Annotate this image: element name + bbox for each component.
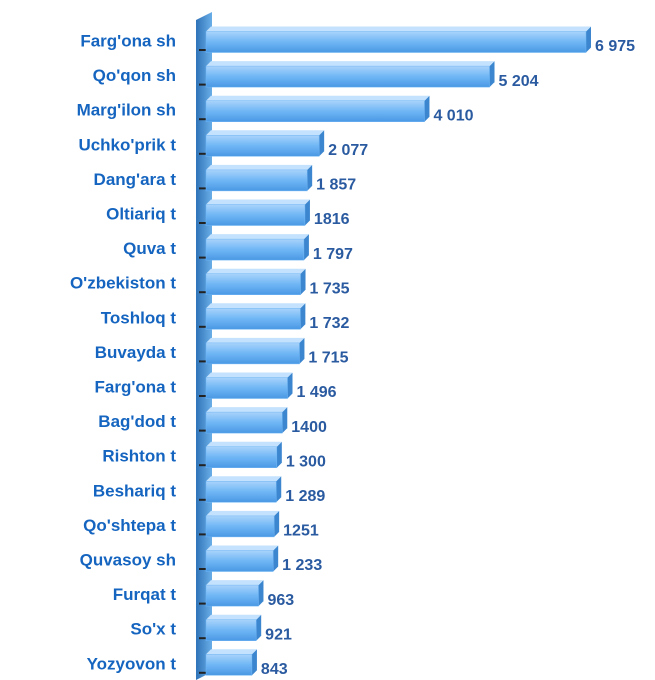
category-label: Buvayda t: [95, 343, 177, 362]
category-label: Oltiariq t: [106, 204, 176, 223]
bar-top: [206, 200, 310, 205]
bar-top: [206, 61, 495, 66]
bar-top: [206, 165, 312, 170]
bar: [206, 205, 305, 226]
chart: Farg'ona sh 6 975 Qo'qon sh 5 204 Marg'ilon …: [0, 0, 655, 680]
category-label: So'x t: [130, 620, 176, 639]
category-label: Dang'ara t: [94, 170, 177, 189]
bar-top: [206, 615, 261, 620]
bar: [206, 308, 300, 329]
category-label: Toshloq t: [101, 308, 177, 327]
value-label: 1 289: [285, 488, 325, 505]
category-label: Farg'ona t: [95, 377, 177, 396]
category-label: Qo'shtepa t: [83, 516, 176, 535]
category-label: Marg'ilon sh: [77, 101, 176, 120]
bar: [206, 32, 586, 53]
value-label: 1 797: [313, 246, 353, 263]
bar: [206, 551, 273, 572]
bar: [206, 585, 258, 606]
value-label: 921: [265, 626, 292, 643]
bar: [206, 481, 276, 502]
bar-top: [206, 546, 278, 551]
category-label: Qo'qon sh: [93, 66, 176, 85]
value-label: 6 975: [595, 38, 635, 55]
bar: [206, 343, 299, 364]
bar-top: [206, 649, 257, 654]
value-label: 1 857: [316, 177, 356, 194]
value-label: 1 496: [297, 384, 337, 401]
bar-top: [206, 303, 305, 308]
bar-top: [206, 442, 282, 447]
category-label: Uchko'prik t: [78, 135, 176, 154]
value-label: 1 715: [308, 350, 348, 367]
value-label: 963: [267, 592, 294, 609]
bar: [206, 378, 288, 399]
bar: [206, 654, 252, 675]
bar: [206, 412, 282, 433]
bar-top: [206, 338, 304, 343]
category-label: O'zbekiston t: [70, 274, 176, 293]
bar: [206, 66, 490, 87]
category-label: Farg'ona sh: [80, 31, 176, 50]
category-label: Furqat t: [113, 585, 177, 604]
bar-top: [206, 234, 309, 239]
bar: [206, 239, 304, 260]
bar-top: [206, 269, 306, 274]
value-label: 4 010: [433, 107, 473, 124]
bar-top: [206, 27, 591, 32]
value-label: 1816: [314, 211, 350, 228]
bar-top: [206, 373, 293, 378]
bar-top: [206, 96, 429, 101]
bar-top: [206, 580, 263, 585]
plot: Farg'ona sh 6 975 Qo'qon sh 5 204 Marg'ilon …: [70, 27, 635, 679]
bar: [206, 620, 256, 641]
bar-top: [206, 476, 281, 481]
value-label: 1 300: [286, 453, 326, 470]
value-label: 1400: [291, 419, 327, 436]
bar: [206, 170, 307, 191]
bar: [206, 516, 274, 537]
value-label: 5 204: [499, 73, 539, 90]
category-label: Quvasoy sh: [80, 550, 176, 569]
category-label: Beshariq t: [93, 481, 176, 500]
value-label: 1251: [283, 523, 319, 540]
bar: [206, 135, 319, 156]
bar-top: [206, 407, 287, 412]
bar-top: [206, 511, 279, 516]
category-label: Quva t: [123, 239, 176, 258]
bar-top: [206, 130, 324, 135]
value-label: 1 735: [310, 280, 350, 297]
category-label: Bag'dod t: [98, 412, 176, 431]
value-label: 843: [261, 661, 288, 678]
category-label: Yozyovon t: [87, 654, 177, 673]
value-label: 1 732: [309, 315, 349, 332]
category-label: Rishton t: [102, 447, 176, 466]
bar: [206, 274, 301, 295]
bar: [206, 447, 277, 468]
value-label: 1 233: [282, 557, 322, 574]
value-label: 2 077: [328, 142, 368, 159]
bar: [206, 101, 424, 122]
